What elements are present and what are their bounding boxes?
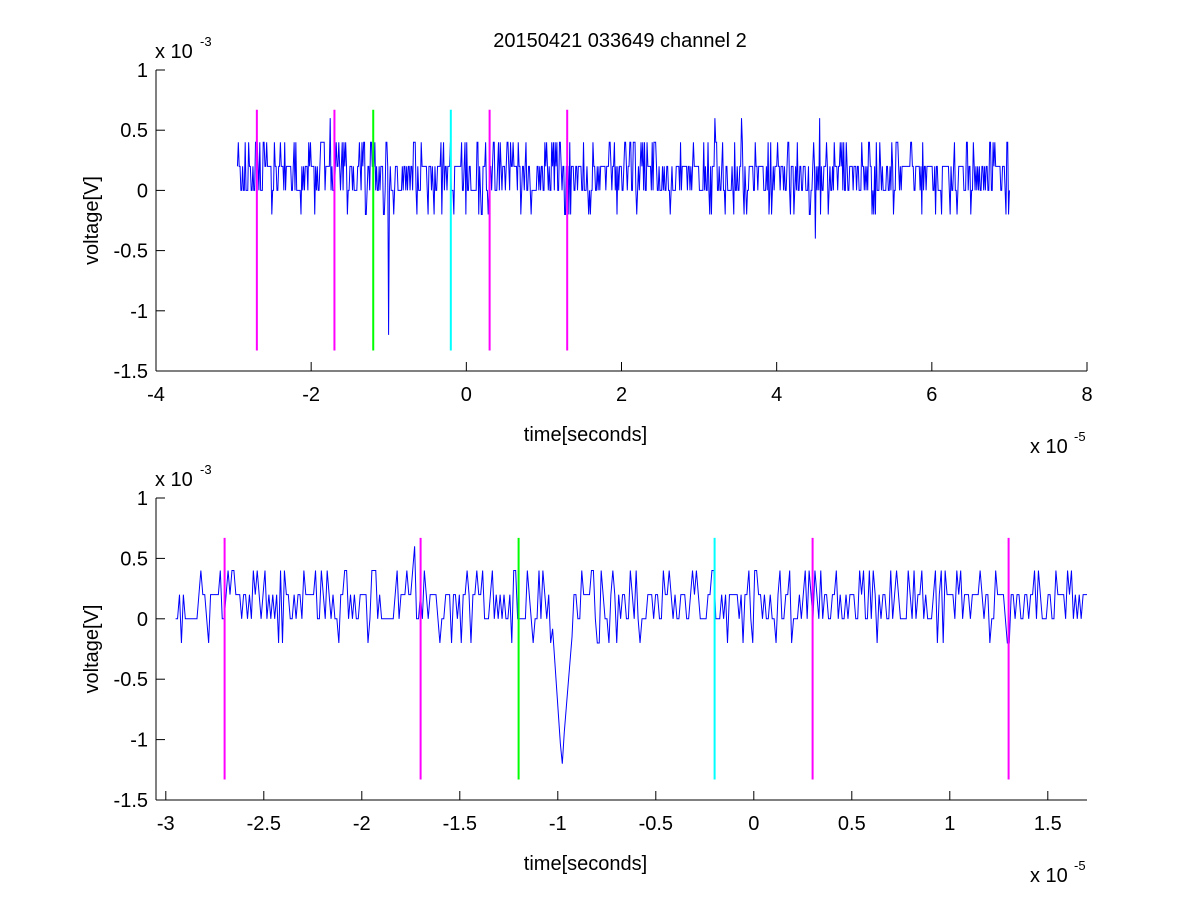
x-axis-label: time[seconds] (524, 424, 647, 446)
y-tick-label: 0.5 (120, 120, 148, 142)
x-tick-label: -1 (549, 813, 567, 835)
x-exponent-base: x 10 (1030, 865, 1068, 887)
x-exponent-power: -5 (1074, 429, 1086, 444)
y-tick-label: 0 (137, 609, 148, 631)
x-tick-label: 2 (616, 384, 627, 406)
y-exponent-base: x 10 (155, 41, 193, 63)
voltage-trace (175, 546, 1087, 764)
y-tick-label: 1 (137, 488, 148, 510)
x-tick-label: 1 (944, 813, 955, 835)
bottom-axes: -1.5 -1 -0.5 0 0.5 1 -3 -2.5 -2 -1.5 -1 -0.5 0 0.5 1 1.… (81, 462, 1087, 887)
x-axis-label: time[seconds] (524, 853, 647, 875)
y-tick-label: -0.5 (114, 669, 148, 691)
y-tick-label: 0.5 (120, 548, 148, 570)
x-exponent-base: x 10 (1030, 436, 1068, 458)
y-tick-label: -1.5 (114, 790, 148, 812)
x-tick-label: -0.5 (639, 813, 673, 835)
x-tick-label: -2.5 (247, 813, 281, 835)
y-exponent-power: -3 (200, 462, 212, 477)
x-tick-label: 6 (926, 384, 937, 406)
y-tick-label: -1.5 (114, 361, 148, 383)
x-tick-label: 8 (1081, 384, 1092, 406)
x-tick-label: 4 (771, 384, 782, 406)
y-tick-label: -0.5 (114, 241, 148, 263)
x-tick-label: -1.5 (443, 813, 477, 835)
voltage-trace (236, 118, 1010, 335)
x-tick-label: -3 (157, 813, 175, 835)
x-tick-label: 0 (461, 384, 472, 406)
y-tick-label: 1 (137, 60, 148, 82)
x-tick-label: 0.5 (838, 813, 866, 835)
x-tick-label: -2 (353, 813, 371, 835)
x-tick-label: 0 (748, 813, 759, 835)
x-tick-label: -4 (147, 384, 165, 406)
top-axes: -1.5 -1 -0.5 0 0.5 1 -4 -2 0 2 4 6 8 time[seconds] vol… (81, 34, 1093, 458)
y-axis-label: voltage[V] (81, 605, 103, 694)
y-tick-label: -1 (130, 730, 148, 752)
x-tick-label: 1.5 (1034, 813, 1062, 835)
figure-title: 20150421 033649 channel 2 (493, 30, 747, 52)
y-exponent-power: -3 (200, 34, 212, 49)
x-tick-label: -2 (302, 384, 320, 406)
x-exponent-power: -5 (1074, 858, 1086, 873)
y-tick-label: 0 (137, 180, 148, 202)
y-axis-label: voltage[V] (81, 176, 103, 265)
y-tick-label: -1 (130, 301, 148, 323)
y-exponent-base: x 10 (155, 469, 193, 491)
